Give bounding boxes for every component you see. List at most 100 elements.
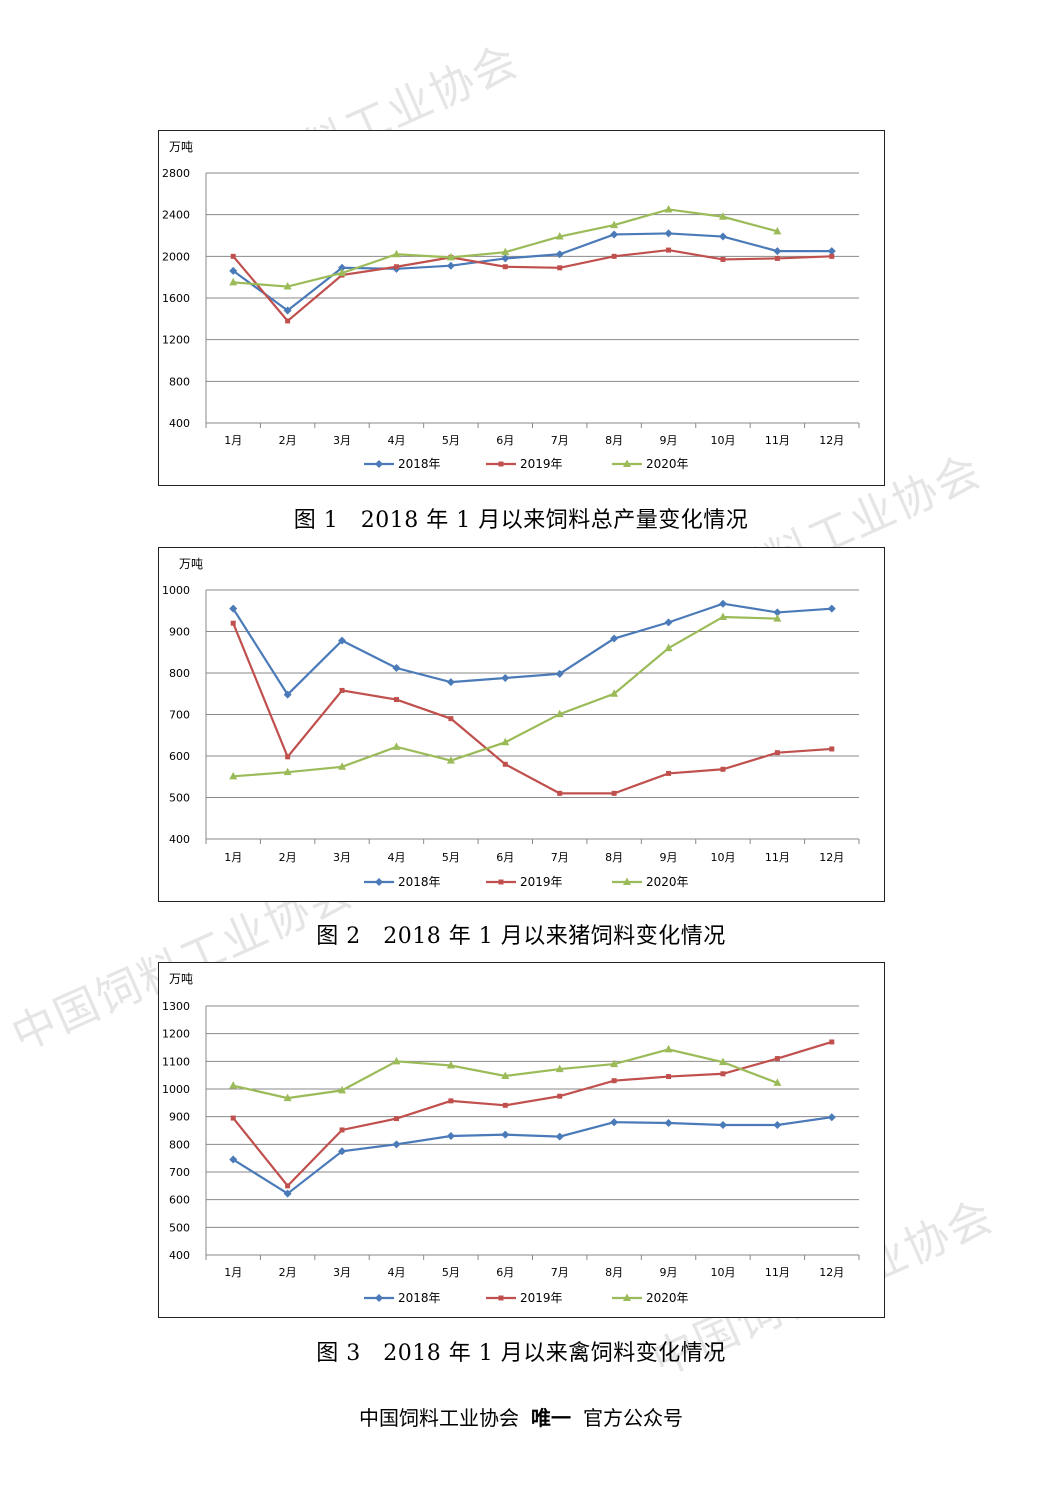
data-point [283,767,292,776]
y-tick-label: 2800 [162,167,190,180]
legend-marker [498,1295,504,1301]
x-tick-label: 6月 [496,434,514,447]
y-tick-label: 400 [169,1249,190,1262]
legend-marker [375,460,383,468]
legend-marker [375,878,383,886]
data-point [229,266,238,275]
data-point [446,678,455,687]
data-point [611,253,617,259]
data-point [229,604,238,613]
x-tick-label: 12月 [819,851,844,864]
data-point [285,318,291,324]
legend-label: 2020年 [646,875,689,889]
legend-marker [375,1294,383,1302]
data-point [446,756,455,764]
data-point [610,689,619,697]
data-point [664,229,673,238]
data-point [230,1115,236,1121]
data-point [555,1132,564,1141]
data-point [664,1119,673,1128]
x-tick-label: 10月 [710,1266,735,1279]
data-point [773,226,782,235]
data-point [501,1071,510,1079]
data-point [393,1116,399,1122]
data-point [338,1085,347,1094]
data-point [392,742,401,750]
data-point [773,1078,782,1086]
series-line-2019年 [232,622,832,795]
data-point [718,599,727,608]
data-point [829,746,835,752]
data-point [283,1093,292,1102]
x-tick-label: 9月 [660,434,678,447]
x-tick-label: 2月 [279,434,297,447]
data-point [338,1147,347,1156]
data-point [720,766,726,772]
data-point [338,636,347,645]
x-tick-label: 7月 [551,851,569,864]
x-tick-label: 5月 [442,851,460,864]
x-tick-label: 11月 [765,851,790,864]
y-tick-label: 700 [169,709,190,722]
x-tick-label: 5月 [442,434,460,447]
data-point [773,614,782,622]
legend-label: 2018年 [398,1291,441,1305]
data-point [666,1074,672,1080]
x-tick-label: 6月 [496,1266,514,1279]
data-point [718,232,727,241]
data-point [393,697,399,703]
chart-pig-feed: 万吨 400 500 600 700 800 900 1000 1月 2月 3月 4月 5月 6月 7月 8月… [158,547,885,902]
data-point [774,750,780,756]
x-tick-label: 11月 [765,1266,790,1279]
data-point [446,1060,455,1069]
x-tick-label: 3月 [333,1266,351,1279]
x-tick-label: 10月 [710,851,735,864]
data-point [393,264,399,270]
data-point [773,1120,782,1129]
data-point [666,770,672,776]
data-point [502,264,508,270]
data-point [229,1081,238,1089]
data-point [230,620,236,626]
data-point [446,261,455,270]
data-point [448,716,454,722]
data-point [610,634,619,643]
legend-marker [498,461,504,467]
data-point [501,247,510,256]
x-tick-label: 9月 [660,851,678,864]
y-tick-label: 1300 [162,1000,190,1013]
data-point [718,612,727,620]
data-point [392,1056,401,1065]
x-tick-label: 3月 [333,851,351,864]
legend-marker [623,459,631,467]
legend-marker [498,879,504,885]
data-point [229,277,238,286]
data-point [501,673,510,682]
legend-label: 2019年 [520,457,563,471]
data-point [446,252,455,261]
data-point [446,1132,455,1141]
legend-marker [623,877,631,885]
footer-org: 中国饲料工业协会 [359,1406,519,1430]
figure-caption-3: 图 3 2018 年 1 月以来禽饲料变化情况 [316,1341,726,1366]
data-point [611,1078,617,1084]
data-point [827,247,836,256]
y-tick-label: 1000 [162,1083,190,1096]
y-tick-label: 400 [169,833,190,846]
y-tick-label: 1600 [162,292,190,305]
data-point [338,268,347,276]
y-tick-label: 900 [169,1111,190,1124]
data-point [774,255,780,261]
data-point [718,1057,727,1066]
y-tick-label: 400 [169,417,190,430]
x-tick-label: 1月 [224,1266,242,1279]
x-tick-label: 2月 [279,851,297,864]
y-tick-label: 800 [169,1138,190,1151]
x-tick-label: 7月 [551,434,569,447]
x-tick-label: 10月 [710,434,735,447]
data-point [720,256,726,262]
x-tick-label: 3月 [333,434,351,447]
legend-marker [623,1293,631,1301]
x-tick-label: 6月 [496,851,514,864]
data-point [502,761,508,767]
